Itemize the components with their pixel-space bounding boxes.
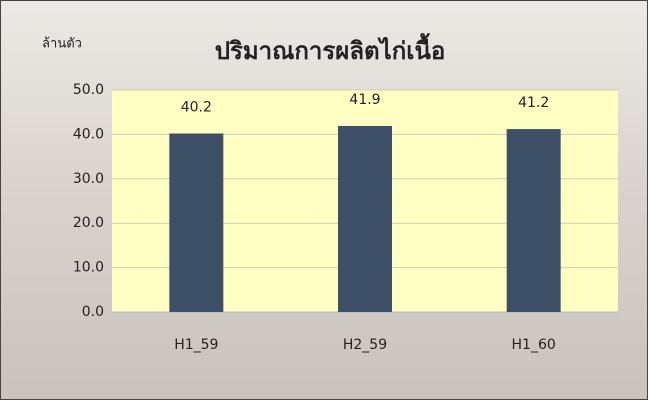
data-label: 40.2 <box>181 100 212 116</box>
bar <box>169 133 224 312</box>
data-label: 41.9 <box>349 92 380 108</box>
bar <box>338 125 392 313</box>
data-label: 41.2 <box>518 95 549 111</box>
bar <box>506 129 561 312</box>
x-tick-label: H1_60 <box>512 337 556 353</box>
y-tick-label: 0.0 <box>82 304 104 320</box>
y-axis-label: ล้านตัว <box>42 37 82 52</box>
y-tick-label: 20.0 <box>73 215 104 231</box>
x-tick-label: H1_59 <box>174 337 218 353</box>
chart-title: ปริมาณการผลิตไก่เนื้อ <box>215 32 446 65</box>
y-tick-label: 30.0 <box>73 171 104 187</box>
x-tick-label: H2_59 <box>343 337 387 353</box>
y-tick-label: 50.0 <box>73 82 104 98</box>
y-tick-label: 40.0 <box>73 126 104 142</box>
y-tick-label: 10.0 <box>73 260 104 276</box>
